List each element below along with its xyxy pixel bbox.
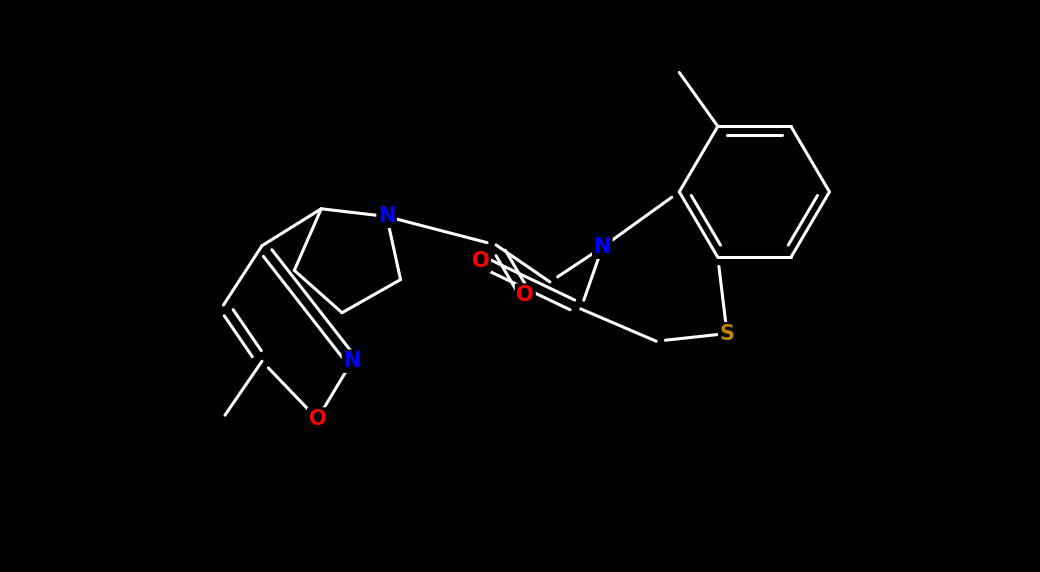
Text: O: O (472, 251, 490, 271)
Text: N: N (378, 206, 395, 227)
Text: O: O (309, 409, 327, 429)
Text: N: N (594, 237, 610, 257)
Text: O: O (517, 285, 535, 305)
Text: S: S (720, 324, 734, 344)
Text: N: N (343, 351, 361, 371)
